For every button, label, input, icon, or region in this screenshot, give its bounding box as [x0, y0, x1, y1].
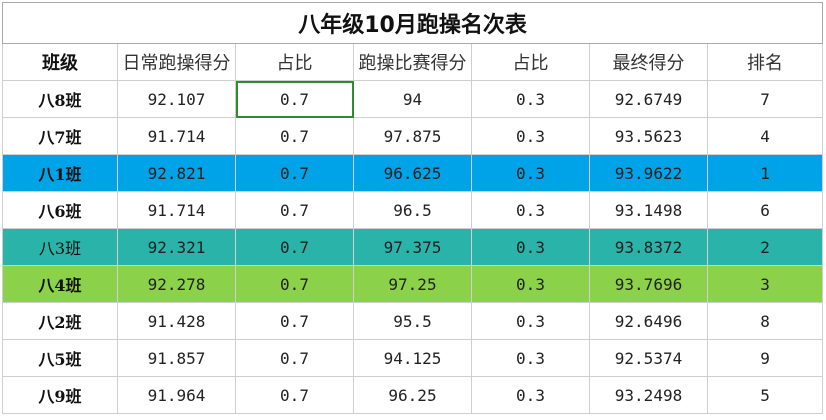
cell-ratio2[interactable]: 0.3	[471, 339, 590, 377]
cell-class[interactable]: 八5班	[2, 339, 118, 377]
cell-daily[interactable]: 91.428	[117, 302, 236, 340]
table-row: 八7班 91.714 0.7 97.875 0.3 93.5623 4	[2, 117, 824, 155]
cell-ratio1[interactable]: 0.7	[235, 117, 354, 155]
cell-race[interactable]: 97.25	[353, 265, 472, 303]
cell-race[interactable]: 94.125	[353, 339, 472, 377]
cell-rank[interactable]: 8	[706, 302, 824, 340]
cell-race[interactable]: 94	[353, 80, 472, 118]
cell-race[interactable]: 97.875	[353, 117, 472, 155]
cell-rank[interactable]: 5	[706, 376, 824, 414]
table-row-highlight-third: 八4班 92.278 0.7 97.25 0.3 93.7696 3	[2, 265, 824, 303]
cell-final[interactable]: 93.8372	[589, 228, 708, 266]
cell-race[interactable]: 97.375	[353, 228, 472, 266]
cell-rank[interactable]: 6	[706, 191, 824, 229]
cell-race[interactable]: 96.5	[353, 191, 472, 229]
cell-final[interactable]: 93.2498	[589, 376, 708, 414]
cell-class[interactable]: 八4班	[2, 265, 118, 303]
cell-ratio1[interactable]: 0.7	[235, 228, 354, 266]
cell-final[interactable]: 93.7696	[589, 265, 708, 303]
table-row: 八9班 91.964 0.7 96.25 0.3 93.2498 5	[2, 376, 824, 414]
cell-class[interactable]: 八9班	[2, 376, 118, 414]
cell-final[interactable]: 93.5623	[589, 117, 708, 155]
cell-race[interactable]: 96.25	[353, 376, 472, 414]
cell-rank[interactable]: 4	[706, 117, 824, 155]
header-daily-score[interactable]: 日常跑操得分	[117, 43, 236, 81]
cell-daily[interactable]: 91.964	[117, 376, 236, 414]
cell-class[interactable]: 八2班	[2, 302, 118, 340]
header-row: 班级 日常跑操得分 占比 跑操比赛得分 占比 最终得分 排名	[2, 43, 824, 81]
table-row: 八6班 91.714 0.7 96.5 0.3 93.1498 6	[2, 191, 824, 229]
cell-ratio2[interactable]: 0.3	[471, 80, 590, 118]
table-row: 八2班 91.428 0.7 95.5 0.3 92.6496 8	[2, 302, 824, 340]
cell-final[interactable]: 93.1498	[589, 191, 708, 229]
cell-daily[interactable]: 91.714	[117, 191, 236, 229]
ranking-table: 八年级10月跑操名次表 班级 日常跑操得分 占比 跑操比赛得分 占比 最终得分 …	[1, 2, 824, 414]
table-title[interactable]: 八年级10月跑操名次表	[1, 2, 824, 44]
cell-ratio2[interactable]: 0.3	[471, 265, 590, 303]
cell-race[interactable]: 95.5	[353, 302, 472, 340]
header-rank[interactable]: 排名	[706, 43, 824, 81]
cell-final[interactable]: 92.6496	[589, 302, 708, 340]
cell-ratio2[interactable]: 0.3	[471, 154, 590, 192]
cell-daily[interactable]: 91.714	[117, 117, 236, 155]
table-row: 八5班 91.857 0.7 94.125 0.3 92.5374 9	[2, 339, 824, 377]
cell-race[interactable]: 96.625	[353, 154, 472, 192]
cell-class[interactable]: 八6班	[2, 191, 118, 229]
cell-rank[interactable]: 9	[706, 339, 824, 377]
cell-ratio1[interactable]: 0.7	[235, 302, 354, 340]
cell-ratio2[interactable]: 0.3	[471, 117, 590, 155]
cell-ratio2[interactable]: 0.3	[471, 376, 590, 414]
cell-ratio1[interactable]: 0.7	[235, 191, 354, 229]
cell-rank[interactable]: 7	[706, 80, 824, 118]
cell-ratio2[interactable]: 0.3	[471, 228, 590, 266]
cell-daily[interactable]: 92.107	[117, 80, 236, 118]
header-class[interactable]: 班级	[2, 43, 118, 81]
cell-ratio2[interactable]: 0.3	[471, 191, 590, 229]
cell-class[interactable]: 八1班	[2, 154, 118, 192]
header-ratio-2[interactable]: 占比	[471, 43, 590, 81]
cell-ratio1[interactable]: 0.7	[235, 376, 354, 414]
cell-final[interactable]: 92.6749	[589, 80, 708, 118]
table-row-highlight-second: 八3班 92.321 0.7 97.375 0.3 93.8372 2	[2, 228, 824, 266]
cell-ratio2[interactable]: 0.3	[471, 302, 590, 340]
cell-ratio1[interactable]: 0.7	[235, 154, 354, 192]
cell-final[interactable]: 92.5374	[589, 339, 708, 377]
cell-ratio1[interactable]: 0.7	[235, 265, 354, 303]
cell-rank[interactable]: 3	[706, 265, 824, 303]
cell-class[interactable]: 八3班	[2, 228, 118, 266]
header-race-score[interactable]: 跑操比赛得分	[353, 43, 472, 81]
cell-ratio1[interactable]: 0.7	[235, 339, 354, 377]
table-row: 八8班 92.107 0.7 94 0.3 92.6749 7	[2, 80, 824, 118]
cell-class[interactable]: 八7班	[2, 117, 118, 155]
cell-daily[interactable]: 91.857	[117, 339, 236, 377]
cell-daily[interactable]: 92.321	[117, 228, 236, 266]
cell-daily[interactable]: 92.821	[117, 154, 236, 192]
cell-rank[interactable]: 2	[706, 228, 824, 266]
table-row-highlight-first: 八1班 92.821 0.7 96.625 0.3 93.9622 1	[2, 154, 824, 192]
header-final-score[interactable]: 最终得分	[589, 43, 708, 81]
cell-class[interactable]: 八8班	[2, 80, 118, 118]
cell-ratio1-selected[interactable]: 0.7	[235, 80, 354, 118]
cell-final[interactable]: 93.9622	[589, 154, 708, 192]
cell-daily[interactable]: 92.278	[117, 265, 236, 303]
cell-rank[interactable]: 1	[706, 154, 824, 192]
header-ratio-1[interactable]: 占比	[235, 43, 354, 81]
